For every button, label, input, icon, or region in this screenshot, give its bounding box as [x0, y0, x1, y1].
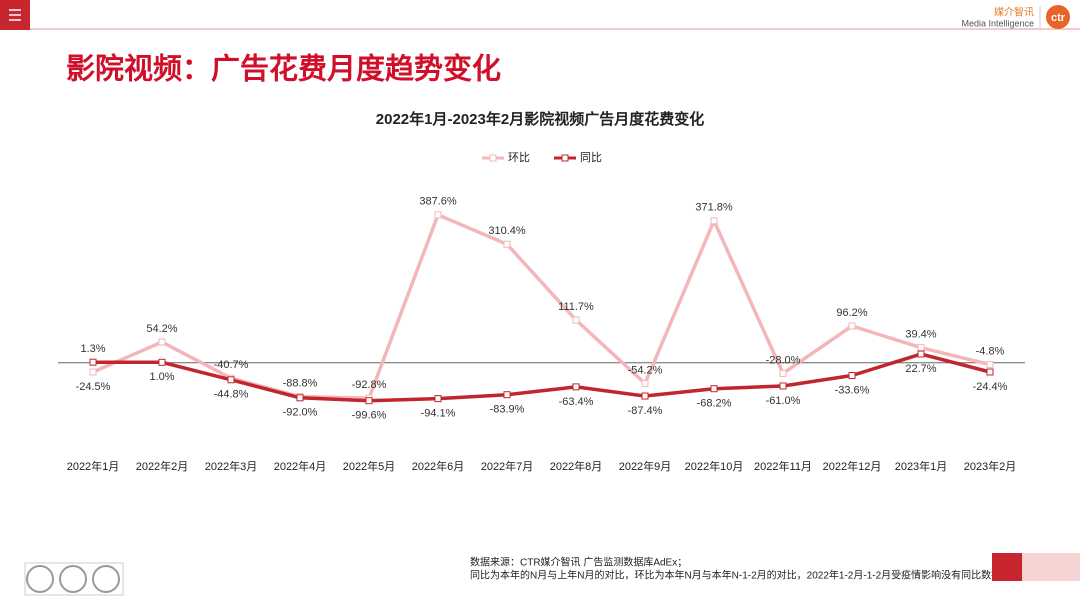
corner-block: [992, 553, 1022, 581]
data-label: -24.4%: [973, 381, 1008, 393]
legend-marker: [489, 154, 497, 162]
chart-title: 2022年1月-2023年2月影院视频广告月度花费变化: [376, 110, 704, 128]
data-label: 371.8%: [695, 202, 733, 214]
point-marker: [641, 392, 649, 400]
point-marker: [503, 240, 511, 248]
data-label: 1.3%: [80, 343, 105, 355]
data-label: -54.2%: [628, 364, 663, 376]
x-tick-label: 2022年10月: [685, 459, 744, 473]
x-tick-label: 2022年5月: [343, 459, 396, 473]
point-marker: [710, 217, 718, 225]
data-label: 96.2%: [836, 307, 867, 319]
data-label: -44.8%: [214, 389, 249, 401]
logo-badge: [1046, 5, 1070, 29]
data-label: 39.4%: [905, 329, 936, 341]
data-label: 111.7%: [558, 301, 594, 313]
legend-label: 环比: [508, 151, 530, 164]
point-marker: [986, 368, 994, 376]
point-marker: [917, 344, 925, 352]
x-tick-label: 2022年1月: [67, 459, 120, 473]
point-marker: [434, 211, 442, 219]
x-tick-label: 2023年2月: [964, 459, 1017, 473]
top-bar: [0, 0, 1080, 30]
data-label: -87.4%: [628, 405, 663, 417]
series-line: [92, 352, 991, 403]
data-label: 1.0%: [149, 371, 174, 383]
point-marker: [296, 394, 304, 402]
data-label: -92.8%: [352, 379, 387, 391]
data-label: -68.2%: [697, 398, 732, 410]
legend-label: 同比: [580, 151, 602, 164]
point-marker: [779, 382, 787, 390]
data-label: 54.2%: [146, 323, 177, 335]
x-tick-label: 2022年2月: [136, 459, 189, 473]
x-tick-label: 2022年3月: [205, 459, 258, 473]
point-marker: [779, 369, 787, 377]
point-marker: [848, 372, 856, 380]
certification-badges: [24, 562, 124, 596]
x-tick-label: 2022年12月: [823, 459, 882, 473]
data-label: -63.4%: [559, 396, 594, 408]
corner-bar: [1022, 553, 1080, 581]
data-label: -4.8%: [976, 345, 1005, 357]
x-tick-label: 2023年1月: [895, 459, 948, 473]
x-tick-label: 2022年4月: [274, 459, 327, 473]
data-label: -24.5%: [76, 381, 111, 393]
logo-cn: 媒介智讯: [994, 6, 1034, 19]
point-marker: [848, 322, 856, 330]
x-tick-label: 2022年11月: [754, 459, 812, 473]
point-marker: [434, 395, 442, 403]
point-marker: [710, 385, 718, 393]
data-label: -88.8%: [283, 377, 318, 389]
logo-en: Media Intelligence: [961, 18, 1034, 28]
point-marker: [572, 316, 580, 324]
data-label: -83.9%: [490, 404, 525, 416]
footnote: 同比为本年的N月与上年N月的对比，环比为本年N月与本年N-1-2月的对比，202…: [470, 569, 1001, 582]
legend-marker: [561, 154, 569, 162]
data-label: -99.6%: [352, 410, 387, 422]
point-marker: [917, 350, 925, 358]
source-note: 数据来源：CTR媒介智讯 广告监测数据库AdEx；: [470, 556, 687, 569]
x-tick-label: 2022年9月: [619, 459, 672, 473]
slide-title: 影院视频：广告花费月度趋势变化: [66, 52, 501, 86]
data-label: -61.0%: [766, 395, 801, 407]
point-marker: [89, 368, 97, 376]
data-label: 22.7%: [905, 363, 936, 375]
menu-icon: [9, 9, 21, 21]
data-label: 387.6%: [419, 196, 457, 208]
point-marker: [503, 391, 511, 399]
x-tick-label: 2022年6月: [412, 459, 465, 473]
data-label: -28.0%: [766, 354, 801, 366]
point-marker: [986, 361, 994, 369]
data-label: -92.0%: [283, 407, 318, 419]
data-label: -94.1%: [421, 408, 456, 420]
logo-mark: ctr: [1051, 12, 1066, 24]
x-tick-label: 2022年7月: [481, 459, 534, 473]
point-marker: [365, 397, 373, 405]
point-marker: [158, 358, 166, 366]
point-marker: [89, 358, 97, 366]
point-marker: [227, 376, 235, 384]
data-label: 310.4%: [488, 225, 526, 237]
point-marker: [572, 383, 580, 391]
chart: 2022年1月 2022年2月 2022年3月 2022年4月 2022年5月 2022年…: [58, 151, 1025, 473]
point-marker: [641, 379, 649, 387]
data-label: -33.6%: [835, 384, 870, 396]
data-label: -40.7%: [214, 359, 249, 371]
point-marker: [158, 338, 166, 346]
x-tick-label: 2022年8月: [550, 459, 603, 473]
